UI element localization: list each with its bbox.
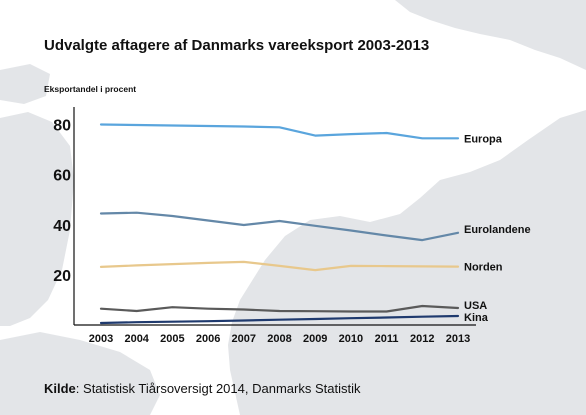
y-tick-labels: 20 40 60 80 — [53, 118, 71, 285]
x-tick-labels: 2003 2004 2005 2006 2007 2008 2009 2010 2011 2012… — [89, 333, 470, 345]
source-text: : Statistisk Tiårsoversigt 2014, Danmark… — [75, 381, 361, 396]
series-line-eurolandene — [99, 211, 460, 242]
x-tick-label: 2008 — [267, 333, 291, 345]
map-land-continent — [228, 110, 586, 415]
source-label: Kilde — [44, 381, 76, 396]
x-tick-label: 2010 — [339, 333, 363, 345]
series-label-europa: Europa — [464, 133, 503, 145]
series-line-europa — [99, 123, 460, 140]
x-tick-label: 2005 — [160, 333, 184, 345]
map-land-north — [395, 0, 586, 70]
y-tick-label: 20 — [53, 268, 71, 285]
series-label-eurolandene: Eurolandene — [464, 224, 531, 236]
x-tick-label: 2004 — [124, 333, 149, 345]
map-land-south-left — [0, 332, 160, 415]
x-tick-label: 2003 — [89, 333, 113, 345]
series-label-usa: USA — [464, 300, 487, 312]
series-label-kina: Kina — [464, 312, 489, 324]
map-land-west — [0, 112, 74, 326]
x-tick-label: 2006 — [196, 333, 220, 345]
y-tick-label: 60 — [53, 168, 71, 185]
series-line-norden — [99, 260, 460, 272]
y-tick-label: 40 — [53, 218, 71, 235]
x-tick-label: 2007 — [232, 333, 256, 345]
series-label-norden: Norden — [464, 262, 503, 274]
x-tick-label: 2009 — [303, 333, 327, 345]
x-tick-label: 2013 — [446, 333, 470, 345]
series-line-kina — [99, 314, 460, 325]
series-layer — [99, 123, 460, 325]
chart-title: Udvalgte aftagere af Danmarks vareekspor… — [44, 37, 430, 54]
y-tick-label: 80 — [53, 118, 71, 135]
x-tick-label: 2012 — [410, 333, 434, 345]
source-note: Kilde: Statistisk Tiårsoversigt 2014, Da… — [44, 381, 360, 396]
series-line-usa — [99, 304, 460, 313]
x-tick-label: 2011 — [375, 333, 399, 345]
y-axis-label: Eksportandel i procent — [44, 84, 137, 94]
map-island-upper-left — [0, 64, 50, 104]
